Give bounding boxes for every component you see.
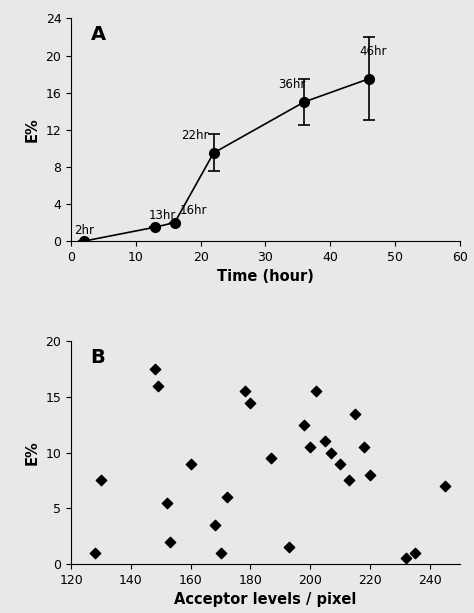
Point [402, 554, 410, 563]
Point [217, 548, 224, 558]
Point [441, 481, 448, 491]
Text: 22hr: 22hr [181, 129, 209, 142]
Point [360, 442, 368, 452]
Point [301, 420, 308, 430]
Point [351, 409, 359, 419]
Text: 2hr: 2hr [74, 224, 94, 237]
Text: 16hr: 16hr [180, 204, 208, 217]
Point [166, 537, 173, 547]
Text: 13hr: 13hr [149, 208, 176, 221]
Point [223, 492, 230, 502]
Point [328, 447, 335, 457]
Point [241, 386, 248, 396]
Point [321, 436, 329, 446]
Point [366, 470, 374, 480]
Point [337, 459, 344, 469]
Point [211, 520, 219, 530]
Point [285, 543, 293, 552]
Text: 46hr: 46hr [359, 45, 387, 58]
Point [91, 548, 99, 558]
Point [411, 548, 419, 558]
Point [312, 386, 320, 396]
Point [151, 364, 159, 374]
Y-axis label: E%: E% [25, 440, 40, 465]
Point [97, 476, 105, 485]
Point [187, 459, 194, 469]
Point [163, 498, 171, 508]
Text: B: B [91, 348, 105, 367]
Text: 36hr: 36hr [278, 78, 306, 91]
Point [154, 381, 162, 390]
Point [268, 453, 275, 463]
Point [307, 442, 314, 452]
Y-axis label: E%: E% [25, 117, 40, 142]
X-axis label: Time (hour): Time (hour) [217, 269, 314, 284]
Text: A: A [91, 25, 106, 44]
X-axis label: Acceptor levels / pixel: Acceptor levels / pixel [174, 592, 356, 607]
Point [246, 398, 254, 408]
Point [346, 476, 353, 485]
